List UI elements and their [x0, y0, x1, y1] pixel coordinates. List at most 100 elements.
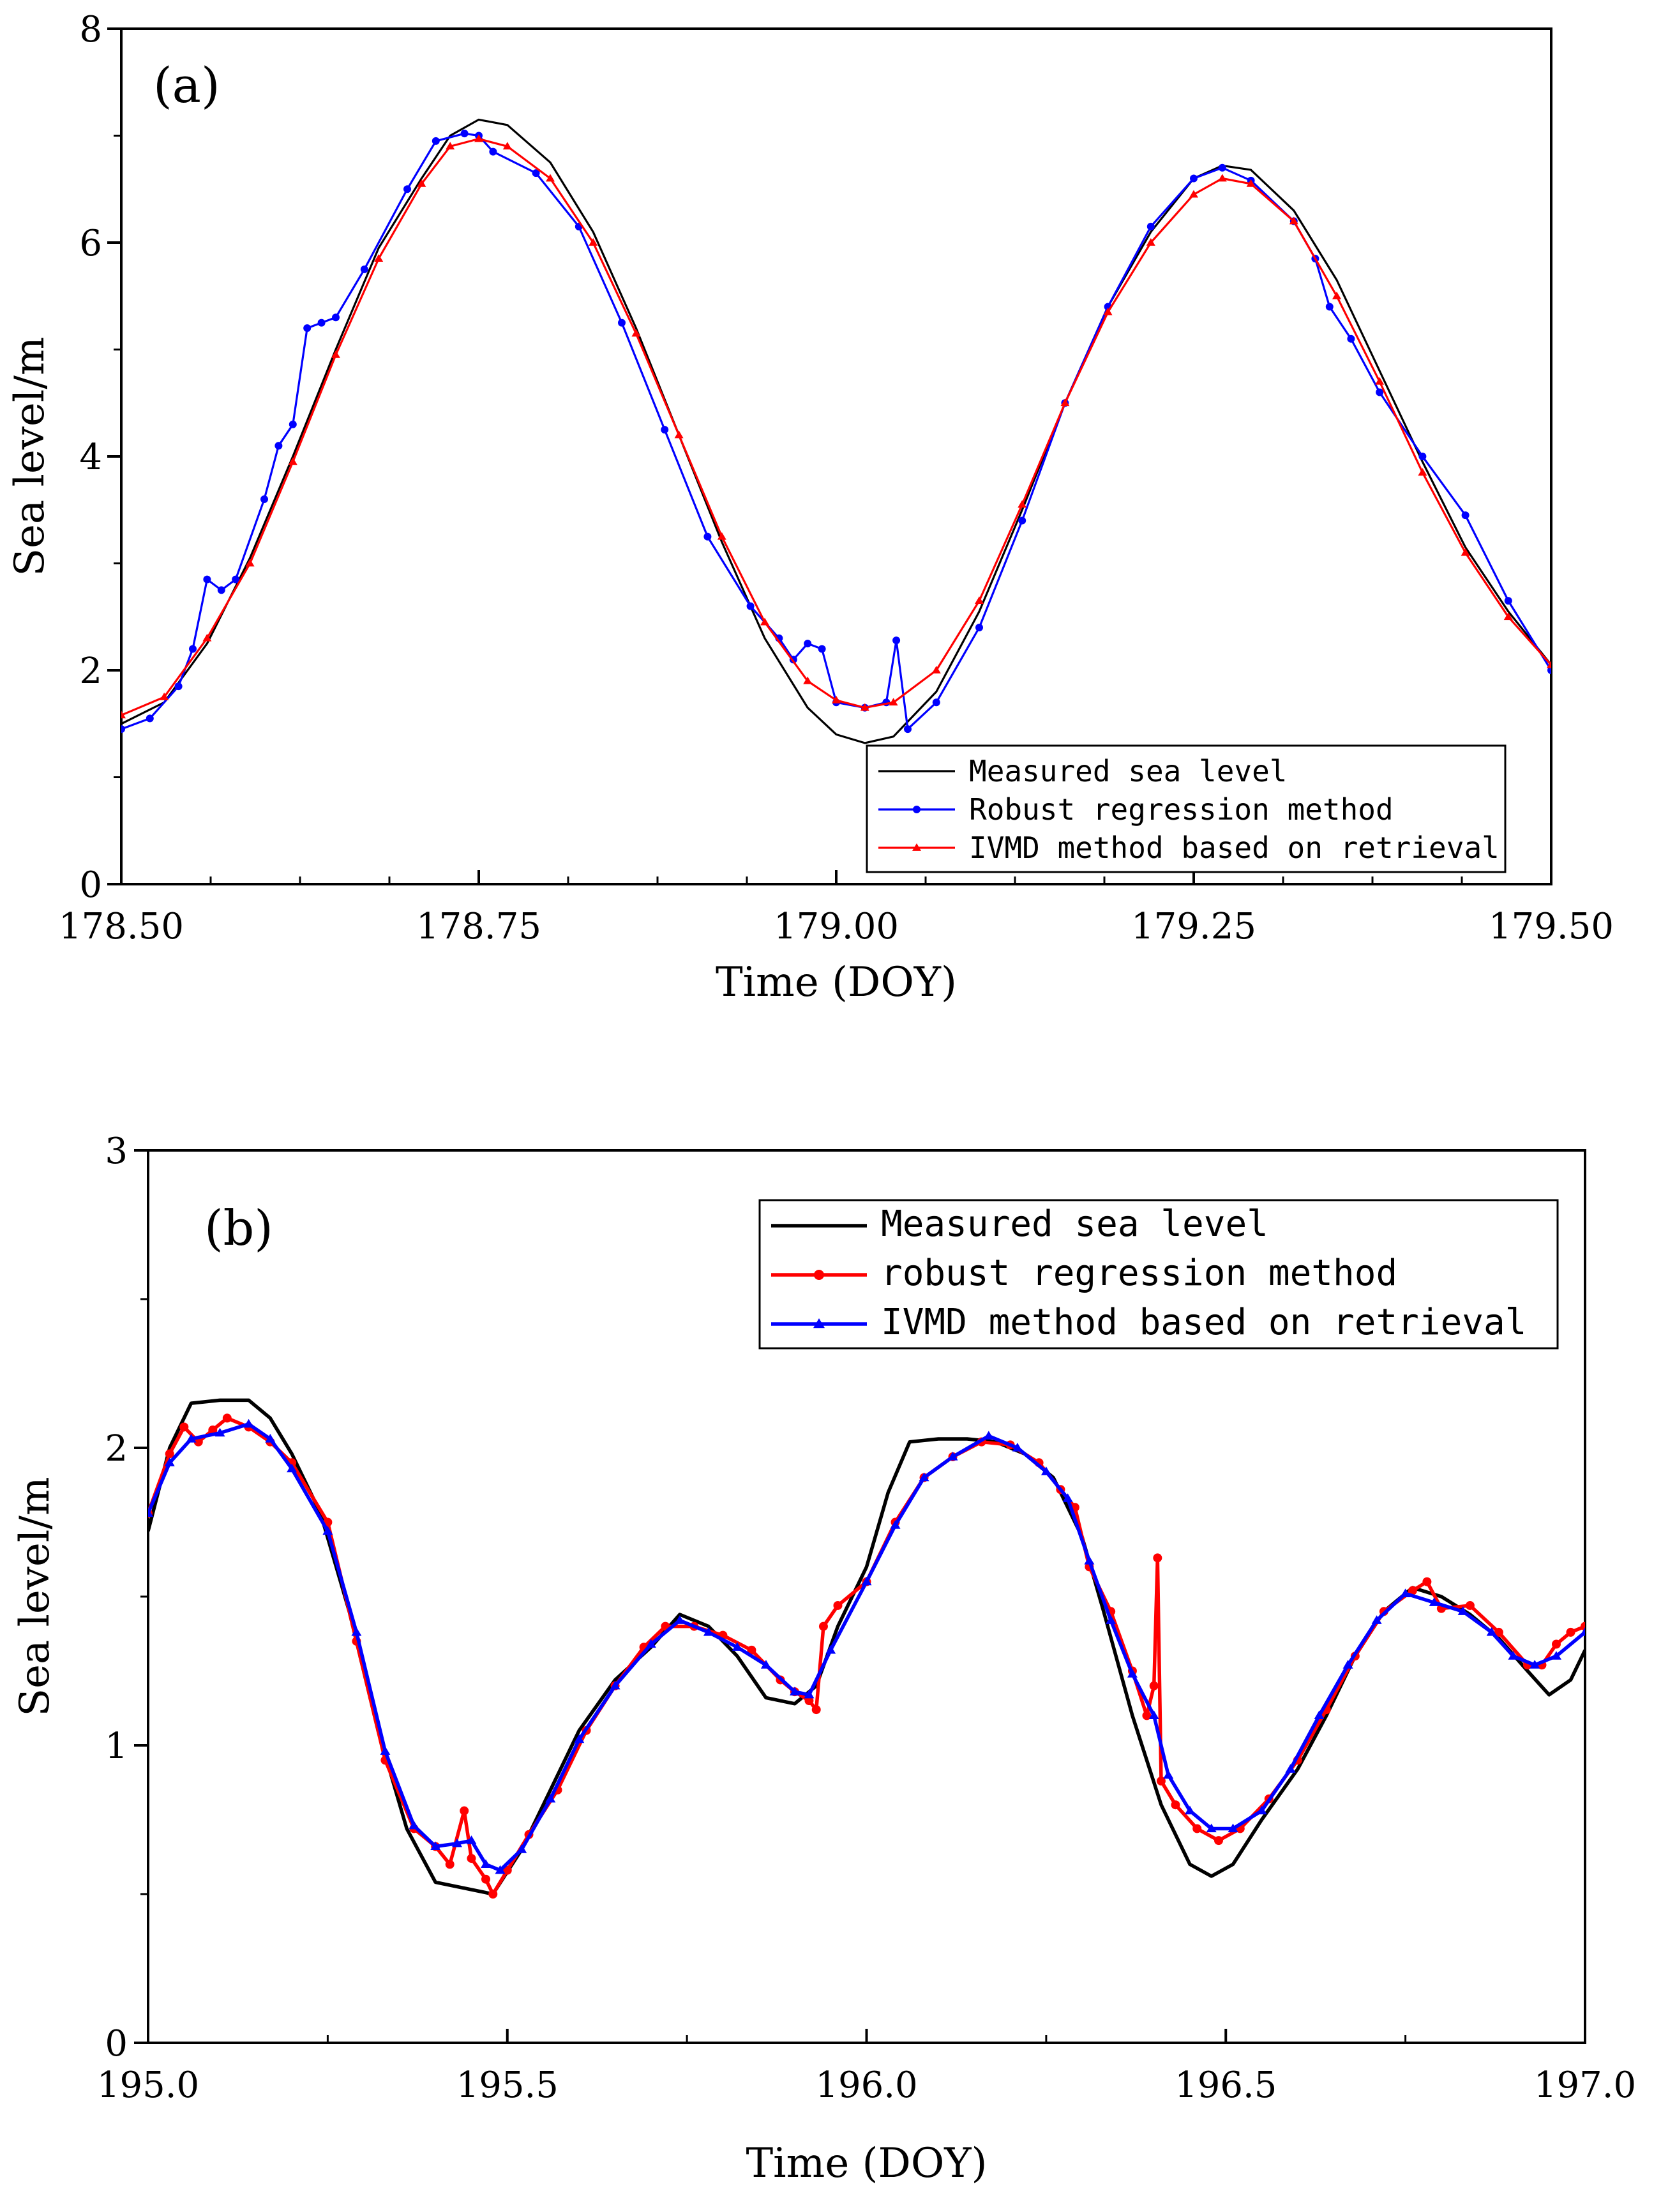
- series-point: [1218, 163, 1226, 172]
- series-point: [818, 1621, 828, 1631]
- series-point: [1149, 1681, 1159, 1690]
- series-point: [1184, 1805, 1195, 1815]
- series-point: [121, 725, 125, 734]
- series-point: [1256, 1805, 1267, 1815]
- series-point: [417, 179, 426, 187]
- series-point: [445, 1860, 455, 1869]
- y-tick-label: 3: [105, 1131, 128, 1172]
- series-point: [546, 174, 555, 182]
- series-point: [374, 254, 384, 262]
- series-point: [287, 1463, 297, 1473]
- series-point: [186, 1434, 197, 1443]
- series-point: [1146, 238, 1155, 246]
- series-line-0: [121, 118, 1551, 744]
- series-point: [1422, 1577, 1432, 1586]
- series-point: [203, 575, 211, 583]
- legend-label: IVMD method based on retrieval: [969, 831, 1499, 865]
- series-point: [1332, 291, 1341, 299]
- series-point: [1461, 548, 1470, 556]
- y-tick-label: 1: [105, 1726, 128, 1767]
- series-point: [803, 676, 813, 684]
- series-point: [1012, 1443, 1023, 1452]
- series-point: [889, 698, 898, 706]
- series-point: [516, 1844, 527, 1853]
- series-point: [1551, 1651, 1561, 1660]
- series-point: [502, 142, 512, 150]
- series-point: [1148, 1710, 1159, 1719]
- legend-label: IVMD method based on retrieval: [881, 1302, 1526, 1343]
- series-point: [1461, 511, 1469, 520]
- series-point: [717, 532, 726, 540]
- series-point: [919, 1472, 929, 1482]
- x-tick-label: 179.50: [1489, 906, 1614, 947]
- series-point: [1347, 335, 1355, 343]
- series-point: [1342, 1660, 1353, 1669]
- series-point: [975, 596, 984, 605]
- legend-marker: [814, 1270, 824, 1280]
- series-point: [1418, 453, 1427, 460]
- series-point: [804, 1689, 815, 1699]
- series-point: [489, 147, 497, 156]
- series-point: [1504, 597, 1512, 605]
- series-point: [360, 265, 368, 273]
- x-tick-label: 196.5: [1175, 2065, 1277, 2106]
- series-point: [1041, 1466, 1051, 1475]
- x-tick-label: 178.50: [59, 906, 184, 947]
- series-point: [904, 725, 912, 734]
- series-point: [121, 711, 126, 719]
- series-point: [460, 130, 469, 138]
- series-line-1: [148, 1416, 1585, 1896]
- legend-label: Measured sea level: [969, 754, 1288, 788]
- series-point: [274, 442, 283, 450]
- x-tick-label: 179.00: [774, 906, 899, 947]
- series-point: [1103, 307, 1113, 315]
- series-point: [243, 1418, 254, 1428]
- series-point: [495, 1865, 506, 1874]
- series-point: [1581, 1621, 1585, 1631]
- series-point: [232, 575, 240, 583]
- series-point: [1163, 1770, 1174, 1779]
- series-point: [1289, 216, 1298, 225]
- legend-box: [758, 1199, 1559, 1350]
- series-point: [1486, 1627, 1497, 1636]
- x-tick-label: 195.0: [97, 2065, 199, 2106]
- series-point: [661, 426, 669, 434]
- legend: Measured sea level robust regression meth…: [758, 1199, 1559, 1350]
- panel-b-chart: 195.0 195.5 196.0 196.5 197.0 0 1 2 3 Time (DOY) S…: [11, 1131, 1636, 2187]
- series-point: [288, 457, 297, 465]
- series-point: [164, 1457, 175, 1466]
- series-point: [610, 1680, 620, 1690]
- series-point: [932, 698, 940, 707]
- series-point: [892, 636, 901, 645]
- panel-label: (a): [153, 57, 220, 114]
- series-point: [983, 1431, 994, 1440]
- series-point: [1457, 1606, 1468, 1615]
- y-tick-label: 4: [79, 437, 102, 478]
- series-point: [674, 430, 684, 439]
- series-point: [1246, 179, 1256, 187]
- plot-area: [148, 1398, 1585, 1899]
- series-point: [574, 1734, 585, 1743]
- series-point: [832, 695, 841, 703]
- series-point: [532, 169, 540, 177]
- series-point: [222, 1413, 232, 1423]
- series-point: [1325, 303, 1334, 311]
- series-point: [502, 1865, 512, 1875]
- series-point: [467, 1854, 476, 1863]
- series-point: [818, 645, 826, 653]
- series-point: [474, 134, 483, 142]
- series-point: [1400, 1588, 1411, 1597]
- y-tick-label: 0: [105, 2023, 128, 2065]
- series-point: [1217, 174, 1227, 182]
- series-point: [1465, 1600, 1475, 1610]
- series-point: [1314, 1710, 1325, 1719]
- series-point: [1189, 190, 1198, 198]
- y-axis-label: Sea level/m: [11, 1477, 59, 1716]
- series-point: [1060, 398, 1070, 407]
- series-point: [165, 1449, 174, 1459]
- x-tick-label: 178.75: [416, 906, 541, 947]
- legend-marker: [912, 843, 921, 851]
- series-point: [446, 142, 455, 150]
- series-point: [674, 1615, 685, 1624]
